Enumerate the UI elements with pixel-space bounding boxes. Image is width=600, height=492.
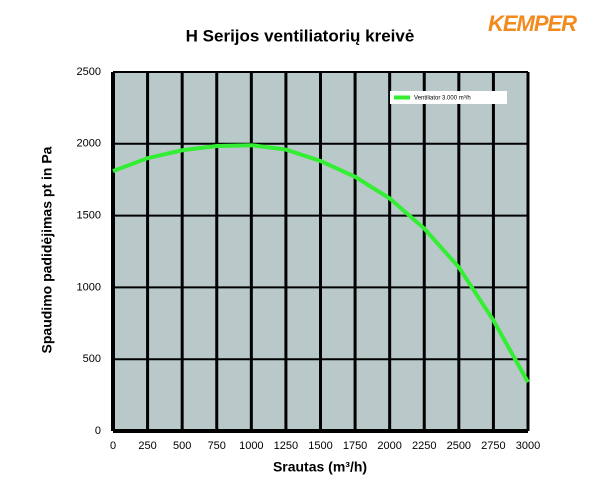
x-tick-label: 1500 xyxy=(308,440,332,452)
x-tick-label: 2750 xyxy=(481,440,505,452)
chart-title: H Serijos ventiliatorių kreivė xyxy=(186,26,415,45)
y-tick-label: 2000 xyxy=(77,138,101,150)
x-tick-label: 2250 xyxy=(412,440,436,452)
x-axis-label: Srautas (m³/h) xyxy=(273,459,367,475)
y-axis-label: Spaudimo padidėjimas pt in Pa xyxy=(39,146,55,353)
x-tick-label: 250 xyxy=(138,440,156,452)
x-tick-label: 3000 xyxy=(516,440,540,452)
legend-box xyxy=(390,91,507,104)
y-tick-label: 1000 xyxy=(77,281,101,293)
x-tick-label: 500 xyxy=(173,440,191,452)
x-tick-label: 750 xyxy=(208,440,226,452)
x-tick-label: 1000 xyxy=(239,440,263,452)
x-tick-label: 2000 xyxy=(377,440,401,452)
y-tick-label: 1500 xyxy=(77,210,101,222)
logo: KEMPER xyxy=(488,11,577,36)
legend-label: Ventiliator 3.000 m³/h xyxy=(414,96,471,102)
x-tick-label: 0 xyxy=(110,440,116,452)
series-line xyxy=(112,143,530,384)
y-tick-label: 500 xyxy=(83,353,101,365)
y-tick-label: 0 xyxy=(95,425,101,437)
x-tick-label: 1750 xyxy=(343,440,367,452)
x-tick-label: 1250 xyxy=(274,440,298,452)
y-tick-label: 2500 xyxy=(77,66,101,78)
x-tick-label: 2500 xyxy=(447,440,471,452)
